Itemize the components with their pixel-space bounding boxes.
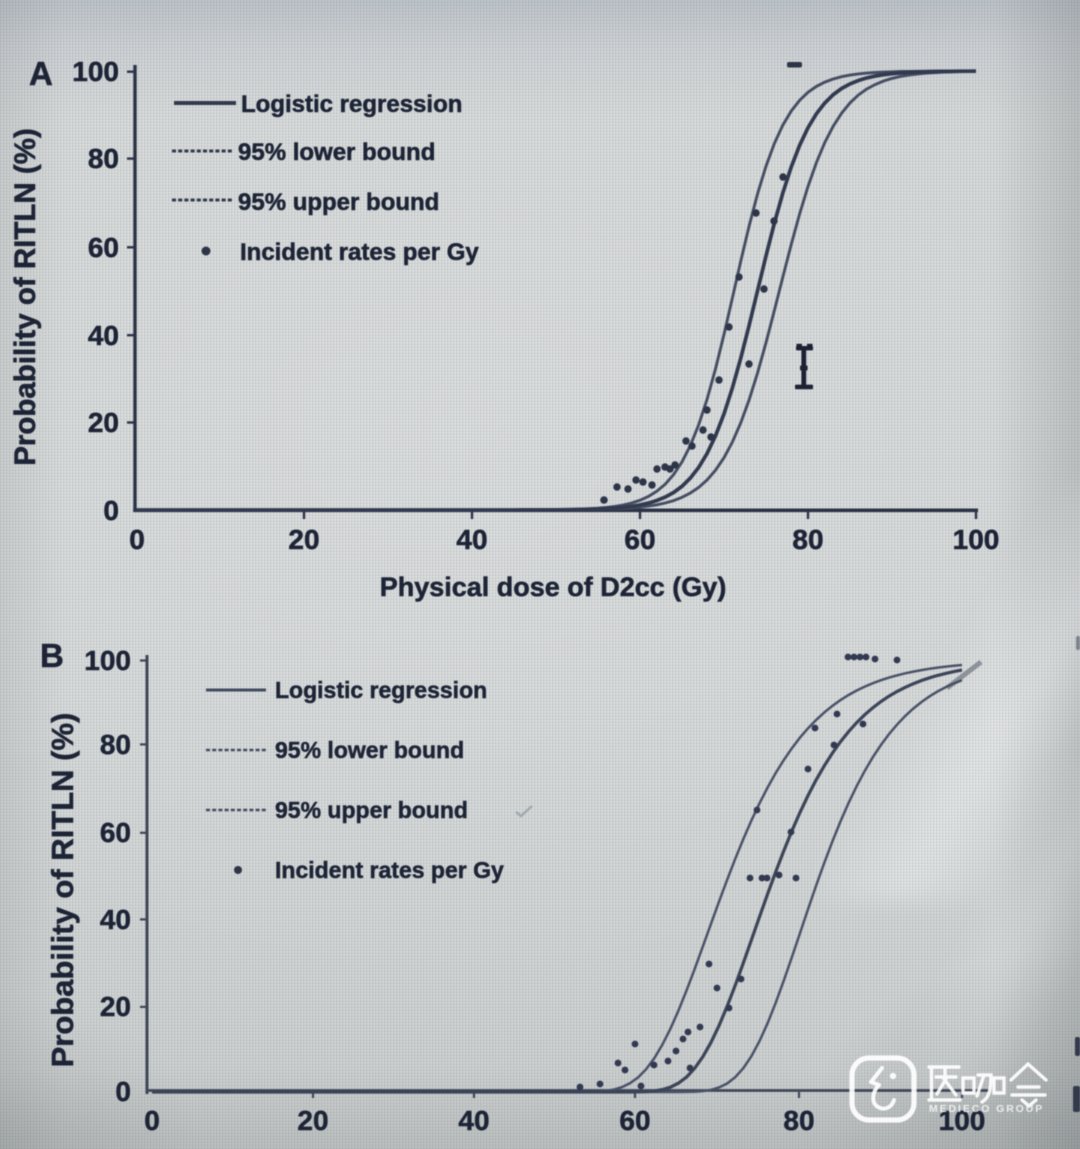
svg-text:80: 80 (783, 1105, 814, 1136)
svg-text:40: 40 (458, 1105, 489, 1136)
svg-text:80: 80 (792, 524, 823, 555)
svg-text:100: 100 (84, 645, 131, 676)
svg-text:A: A (29, 55, 53, 92)
svg-text:100: 100 (953, 524, 1000, 555)
svg-text:20: 20 (288, 524, 319, 555)
svg-text:Incident rates per Gy: Incident rates per Gy (275, 857, 504, 883)
svg-text:40: 40 (88, 320, 119, 351)
svg-text:20: 20 (297, 1105, 328, 1136)
svg-text:20: 20 (88, 407, 119, 438)
svg-text:100: 100 (72, 56, 119, 87)
svg-text:100: 100 (939, 1105, 986, 1136)
svg-text:60: 60 (88, 232, 119, 263)
svg-text:0: 0 (115, 1076, 131, 1107)
svg-text:Logistic regression: Logistic regression (241, 91, 462, 118)
svg-text:60: 60 (100, 817, 131, 848)
svg-text:0: 0 (129, 524, 145, 555)
svg-text:Logistic regression: Logistic regression (275, 677, 487, 703)
svg-text:80: 80 (88, 143, 119, 174)
svg-text:Probability of RITLN (%): Probability of RITLN (%) (45, 713, 80, 1068)
svg-text:80: 80 (100, 729, 131, 760)
svg-text:B: B (40, 637, 64, 674)
svg-text:95% upper bound: 95% upper bound (275, 797, 468, 823)
svg-text:95% upper bound: 95% upper bound (238, 189, 439, 216)
svg-text:40: 40 (456, 524, 487, 555)
svg-text:Physical dose of D2cc (Gy): Physical dose of D2cc (Gy) (380, 572, 727, 602)
svg-text:Incident rates per Gy: Incident rates per Gy (240, 239, 479, 266)
svg-text:40: 40 (100, 904, 131, 935)
svg-text:0: 0 (144, 1105, 160, 1136)
svg-text:0: 0 (103, 495, 119, 526)
svg-text:60: 60 (624, 524, 655, 555)
svg-text:MEDIECO GROUP: MEDIECO GROUP (929, 1103, 1044, 1115)
svg-text:20: 20 (100, 991, 131, 1022)
svg-text:95% lower bound: 95% lower bound (275, 737, 464, 763)
svg-text:Probability of RITLN (%): Probability of RITLN (%) (9, 128, 42, 466)
svg-text:95% lower bound: 95% lower bound (238, 139, 435, 166)
svg-text:60: 60 (619, 1105, 650, 1136)
